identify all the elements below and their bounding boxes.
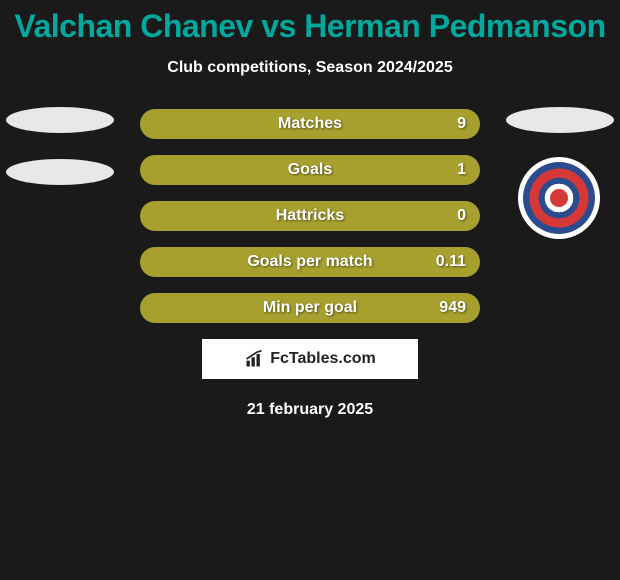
brand-box: FcTables.com (202, 339, 418, 379)
chart-icon (244, 349, 264, 369)
page-title: Valchan Chanev vs Herman Pedmanson (0, 0, 620, 45)
stat-bar-min-per-goal: Min per goal 949 (140, 293, 480, 323)
stat-label: Hattricks (276, 207, 344, 225)
date-text: 21 february 2025 (0, 401, 620, 419)
stats-area: Matches 9 Goals 1 Hattricks 0 Goals per … (0, 109, 620, 419)
brand-text: FcTables.com (270, 350, 376, 368)
stat-bar-goals: Goals 1 (140, 155, 480, 185)
stat-bar-hattricks: Hattricks 0 (140, 201, 480, 231)
club-badge-icon (523, 162, 595, 234)
stat-value: 0 (457, 207, 466, 225)
club-badge (518, 157, 600, 239)
stat-label: Min per goal (263, 299, 357, 317)
stat-value: 949 (439, 299, 466, 317)
stat-bar-matches: Matches 9 (140, 109, 480, 139)
stat-bars: Matches 9 Goals 1 Hattricks 0 Goals per … (140, 109, 480, 323)
player-photo-placeholder-left-2 (6, 159, 114, 185)
stat-label: Matches (278, 115, 342, 133)
stat-value: 0.11 (436, 253, 466, 271)
player-photo-placeholder-left-1 (6, 107, 114, 133)
stat-bar-goals-per-match: Goals per match 0.11 (140, 247, 480, 277)
left-placeholder-group (6, 107, 114, 211)
stat-label: Goals per match (247, 253, 372, 271)
stat-label: Goals (288, 161, 332, 179)
subtitle: Club competitions, Season 2024/2025 (0, 59, 620, 77)
stat-value: 1 (457, 161, 466, 179)
player-photo-placeholder-right (506, 107, 614, 133)
stat-value: 9 (457, 115, 466, 133)
